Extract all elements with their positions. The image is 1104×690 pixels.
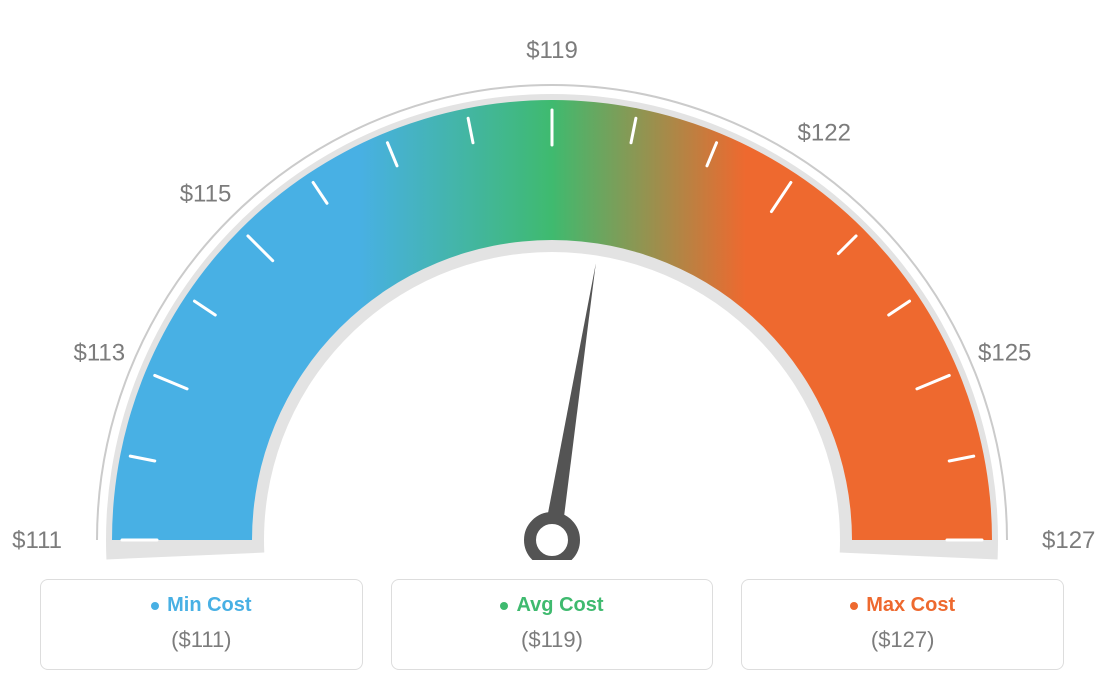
svg-text:$113: $113 [73,339,125,366]
card-min-label-line: Min Cost [151,594,251,617]
card-avg-label: Avg Cost [516,594,603,617]
gauge-svg: $111 $113 $115 $119 $122 $125 $127 [0,0,1104,560]
card-avg-value: ($119) [521,627,583,653]
cost-gauge-chart: $111 $113 $115 $119 $122 $125 $127 Min Cost ($… [0,0,1104,690]
legend-row: Min Cost ($111) Avg Cost ($119) Max Cost… [0,579,1104,670]
svg-text:$122: $122 [798,120,851,147]
dot-icon [850,602,858,610]
card-min-label: Min Cost [167,594,251,617]
svg-text:$127: $127 [1042,527,1095,554]
svg-text:$125: $125 [978,339,1031,366]
card-min-value: ($111) [171,627,231,653]
card-avg-label-line: Avg Cost [500,594,603,617]
card-avg-cost: Avg Cost ($119) [391,579,714,670]
svg-text:$111: $111 [12,527,62,554]
dot-icon [151,602,159,610]
card-max-label: Max Cost [866,594,955,617]
card-max-label-line: Max Cost [850,594,955,617]
svg-text:$115: $115 [180,181,232,208]
card-max-cost: Max Cost ($127) [741,579,1064,670]
card-min-cost: Min Cost ($111) [40,579,363,670]
dot-icon [500,602,508,610]
gauge-area: $111 $113 $115 $119 $122 $125 $127 [0,0,1104,560]
card-max-value: ($127) [871,627,935,653]
svg-text:$119: $119 [526,37,578,64]
